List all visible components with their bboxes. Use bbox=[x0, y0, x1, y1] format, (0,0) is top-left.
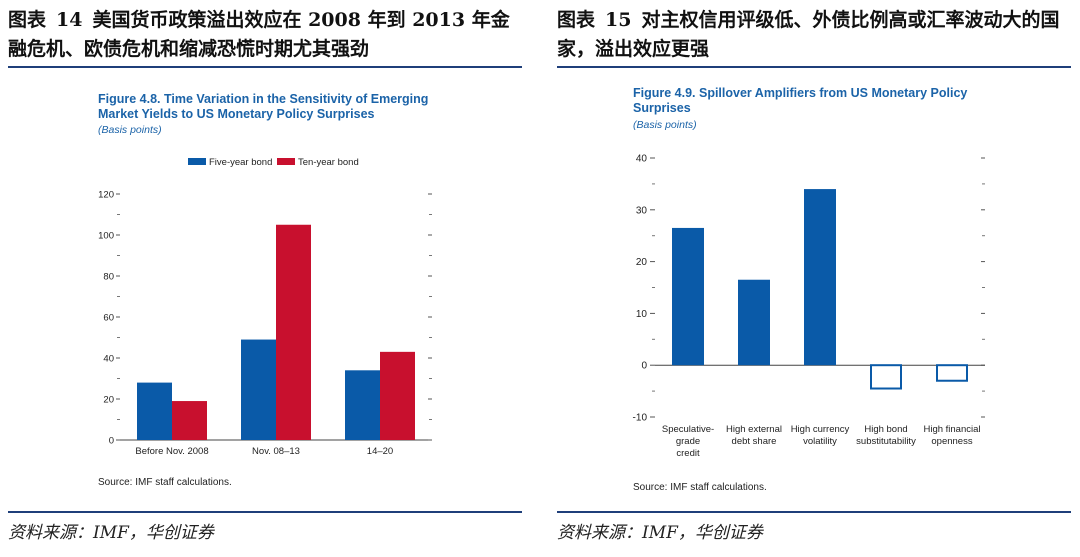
right-heading-label: 图表 bbox=[557, 9, 596, 31]
left-figure-subtitle: (Basis points) bbox=[98, 124, 162, 136]
x-tick-label-line: High currency bbox=[791, 424, 850, 435]
bar bbox=[804, 189, 836, 366]
x-tick-label-line: substitutability bbox=[856, 436, 916, 447]
x-tick-label: High bond substitutability bbox=[856, 424, 916, 447]
x-tick-label: High currency volatility bbox=[791, 424, 850, 447]
bar-ten-year bbox=[276, 224, 311, 440]
bar-five-year bbox=[345, 370, 380, 440]
right-source: 资料来源：IMF，华创证券 bbox=[557, 523, 763, 543]
y-tick-label: 0 bbox=[109, 436, 114, 447]
bar-ten-year bbox=[380, 351, 415, 440]
left-top-rule bbox=[8, 66, 522, 68]
y-tick-label: 60 bbox=[103, 313, 114, 324]
right-panel: 图表 15 对主权信用评级低、外债比例高或汇率波动大的国家，溢出效应更强 Figur… bbox=[549, 0, 1076, 557]
y-tick-label: -10 bbox=[633, 413, 648, 424]
left-bar-chart: Five-year bond Ten-year bond 0 20 40 60 80 100 1… bbox=[98, 157, 432, 457]
x-tick-label-line: openness bbox=[931, 436, 972, 447]
x-tick-label: Nov. 08–13 bbox=[252, 446, 300, 457]
y-tick-label: 20 bbox=[103, 395, 114, 406]
legend-label-0: Five-year bond bbox=[209, 157, 272, 168]
legend-swatch-0 bbox=[188, 158, 206, 165]
x-tick-label-line: Speculative- bbox=[662, 424, 714, 435]
legend-swatch-1 bbox=[277, 158, 295, 165]
right-heading-number: 15 bbox=[605, 9, 632, 31]
y-tick-label: 40 bbox=[103, 354, 114, 365]
y-tick-label: 20 bbox=[636, 257, 648, 268]
right-figure-title: Figure 4.9. Spillover Amplifiers from US… bbox=[633, 86, 968, 115]
y-tick-label: 10 bbox=[636, 309, 648, 320]
bar-negative bbox=[870, 364, 902, 390]
right-heading-text: 对主权信用评级低、外债比例高或汇率波动大的国家，溢出效应更强 bbox=[557, 9, 1060, 60]
y-tick-label: 40 bbox=[636, 154, 648, 165]
y-tick-label: 80 bbox=[103, 272, 114, 283]
left-bottom-rule bbox=[8, 511, 522, 513]
x-tick-label-line: debt share bbox=[732, 436, 777, 447]
x-tick-label-line: High bond bbox=[864, 424, 907, 435]
bar-five-year bbox=[241, 339, 276, 440]
x-tick-label-line: High financial bbox=[923, 424, 980, 435]
left-heading-text: 美国货币政策溢出效应在 2008 年到 2013 年金融危机、欧债危机和缩减恐慌… bbox=[8, 9, 510, 60]
left-source: 资料来源：IMF，华创证券 bbox=[8, 523, 214, 543]
bar-five-year bbox=[137, 382, 172, 440]
right-panel-heading: 图表 15 对主权信用评级低、外债比例高或汇率波动大的国家，溢出效应更强 bbox=[557, 6, 1073, 64]
left-heading-number: 14 bbox=[56, 9, 83, 31]
right-bar-chart: -10 0 10 20 30 40 Speculative-grade credit High … bbox=[633, 154, 985, 459]
x-tick-label: Before Nov. 2008 bbox=[135, 446, 208, 457]
y-tick-label: 120 bbox=[98, 190, 114, 201]
bar-ten-year bbox=[172, 401, 207, 440]
x-tick-label: 14–20 bbox=[367, 446, 393, 457]
left-figure-title: Figure 4.8. Time Variation in the Sensit… bbox=[98, 92, 429, 121]
y-tick-label: 100 bbox=[98, 231, 114, 242]
bar bbox=[672, 227, 704, 366]
left-figure-note: Source: IMF staff calculations. bbox=[98, 477, 232, 488]
y-tick-label: 30 bbox=[636, 205, 648, 216]
x-tick-label: High external debt share bbox=[726, 424, 782, 447]
right-figure-subtitle: (Basis points) bbox=[633, 119, 697, 131]
legend-label-1: Ten-year bond bbox=[298, 157, 359, 168]
right-bottom-rule bbox=[557, 511, 1071, 513]
right-top-rule bbox=[557, 66, 1071, 68]
right-figure-note: Source: IMF staff calculations. bbox=[633, 482, 767, 493]
x-tick-label: Speculative-grade credit bbox=[662, 424, 714, 459]
left-panel: 图表 14 美国货币政策溢出效应在 2008 年到 2013 年金融危机、欧债危机和… bbox=[0, 0, 527, 557]
x-tick-label: High financial openness bbox=[923, 424, 980, 447]
x-tick-label-line: volatility bbox=[803, 436, 837, 447]
y-tick-label: 0 bbox=[641, 361, 647, 372]
x-tick-label-line: grade bbox=[676, 436, 700, 447]
x-tick-label-line: credit bbox=[676, 448, 700, 459]
bar bbox=[738, 279, 770, 366]
bar-negative bbox=[936, 364, 968, 382]
left-panel-heading: 图表 14 美国货币政策溢出效应在 2008 年到 2013 年金融危机、欧债危机和… bbox=[8, 6, 524, 64]
left-heading-label: 图表 bbox=[8, 9, 47, 31]
x-tick-label-line: High external bbox=[726, 424, 782, 435]
